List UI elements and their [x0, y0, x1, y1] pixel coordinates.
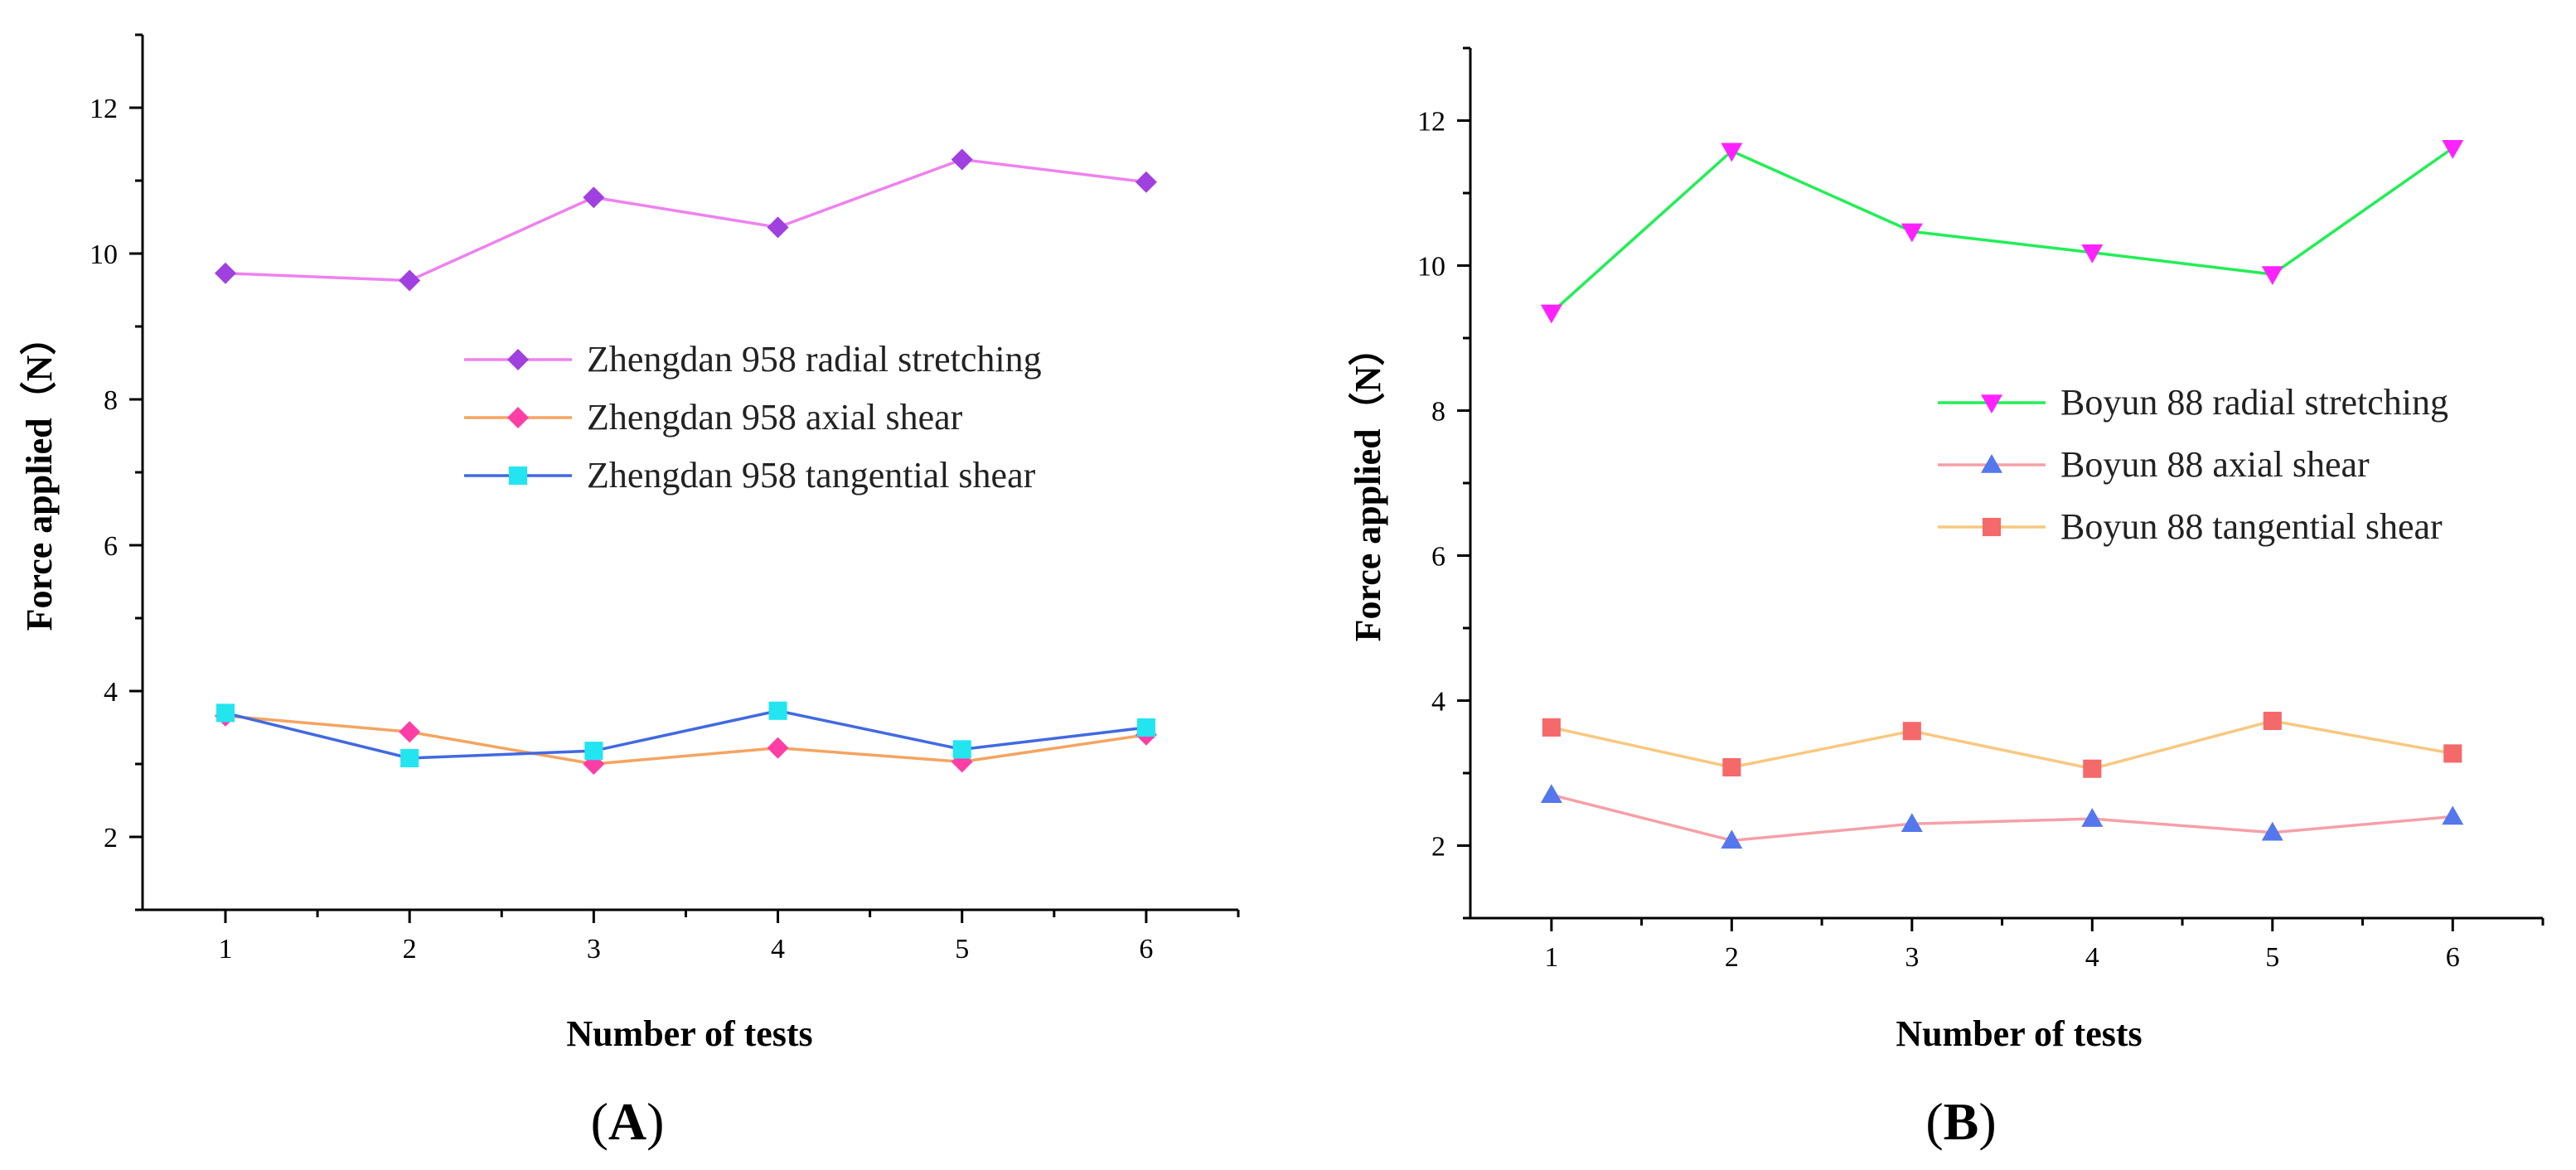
legend-b: Boyun 88 radial stretching Boyun 88 axial…: [1938, 382, 2448, 547]
series-line-2: [1551, 793, 2453, 843]
legend-marker-swatch: [1981, 454, 2002, 473]
data-point-series-1: [1540, 304, 1562, 324]
data-point-series-1: [2442, 140, 2464, 159]
y-tick-label: 12: [90, 94, 118, 124]
data-point-series-1: [399, 269, 421, 292]
legend-marker-swatch: [1981, 394, 2002, 413]
x-tick-label: 2: [403, 934, 417, 965]
legend-marker-swatch: [1982, 517, 2002, 537]
legend-entry-a-2: Zhengdan 958 axial shear: [587, 397, 963, 438]
panel-label-a: (A): [591, 1092, 665, 1151]
data-point-series-1: [583, 186, 605, 209]
x-tick-label: 1: [1544, 942, 1558, 973]
panel-letter-a: A: [608, 1092, 646, 1151]
data-point-series-3: [400, 748, 419, 768]
x-tick-label: 3: [1905, 942, 1919, 973]
y-tick-label: 4: [104, 677, 118, 708]
data-point-series-3: [1136, 718, 1155, 737]
x-tick-label: 5: [2265, 942, 2279, 973]
data-point-series-2: [399, 721, 421, 743]
x-axis-label-b: Number of tests: [1896, 1013, 2142, 1054]
x-tick-label: 3: [587, 934, 601, 965]
data-point-series-3: [2443, 744, 2462, 763]
data-point-series-2: [1721, 829, 1743, 849]
data-point-series-3: [952, 740, 971, 759]
data-point-series-3: [2083, 759, 2102, 778]
legend-marker-swatch: [507, 349, 529, 370]
y-tick-label: 12: [1417, 107, 1445, 138]
legend-entry-b-3: Boyun 88 tangential shear: [2060, 506, 2443, 547]
data-point-series-3: [215, 703, 235, 723]
y-axis-label-b: Force applied（N）: [1348, 330, 1388, 642]
data-point-series-1: [2261, 266, 2283, 285]
series-line-3: [1551, 719, 2453, 771]
data-point-series-2: [2442, 805, 2464, 825]
y-tick-label: 8: [1431, 397, 1445, 428]
y-tick-label: 4: [1431, 687, 1445, 718]
series-line-2: [225, 714, 1147, 766]
y-tick-label: 6: [1431, 542, 1445, 573]
series-line-1: [225, 157, 1147, 283]
series-line-3: [225, 708, 1147, 760]
legend-entry-b-2: Boyun 88 axial shear: [2060, 444, 2370, 485]
data-point-series-3: [1902, 722, 1921, 741]
x-tick-label: 1: [218, 934, 232, 965]
x-tick-label: 2: [1725, 942, 1739, 973]
y-tick-label: 10: [90, 239, 118, 270]
x-tick-label: 4: [771, 934, 785, 965]
legend-entry-a-3: Zhengdan 958 tangential shear: [587, 455, 1036, 496]
data-point-series-1: [214, 262, 236, 284]
data-point-series-2: [2261, 821, 2283, 841]
data-point-series-2: [2081, 808, 2104, 827]
data-point-series-3: [584, 742, 603, 761]
y-axis-label-a: Force applied（N）: [19, 319, 60, 631]
legend-entry-a-1: Zhengdan 958 radial stretching: [587, 339, 1042, 380]
series-line-1: [1550, 147, 2454, 314]
data-point-series-3: [768, 701, 787, 720]
legend-a: Zhengdan 958 radial stretching Zhengdan 9…: [464, 339, 1042, 496]
data-point-series-3: [1542, 718, 1561, 737]
y-tick-label: 2: [104, 823, 118, 853]
data-point-series-1: [2081, 244, 2104, 263]
x-tick-label: 6: [2446, 942, 2460, 973]
x-tick-label: 5: [955, 934, 969, 965]
data-point-series-1: [1721, 143, 1743, 162]
data-point-series-3: [1722, 757, 1741, 777]
data-point-series-3: [2263, 711, 2282, 731]
panel-label-b: (B): [1925, 1092, 1996, 1151]
panel-letter-b: B: [1944, 1092, 1979, 1151]
data-point-series-1: [1901, 223, 1923, 243]
y-tick-label: 2: [1431, 832, 1445, 863]
data-point-series-1: [767, 216, 789, 239]
legend-marker-swatch: [508, 466, 528, 486]
data-point-series-1: [1135, 171, 1157, 193]
data-point-series-2: [767, 737, 789, 759]
x-axis-label-a: Number of tests: [566, 1013, 812, 1054]
legend-entry-b-1: Boyun 88 radial stretching: [2060, 382, 2448, 423]
data-point-series-1: [951, 148, 973, 171]
y-tick-label: 8: [104, 385, 118, 416]
y-tick-label: 10: [1417, 252, 1445, 283]
y-tick-label: 6: [104, 531, 118, 562]
x-tick-label: 6: [1139, 934, 1153, 965]
data-point-series-2: [1901, 813, 1923, 832]
legend-marker-swatch: [507, 407, 529, 428]
data-point-series-2: [1540, 784, 1562, 803]
x-tick-label: 4: [2085, 942, 2099, 973]
